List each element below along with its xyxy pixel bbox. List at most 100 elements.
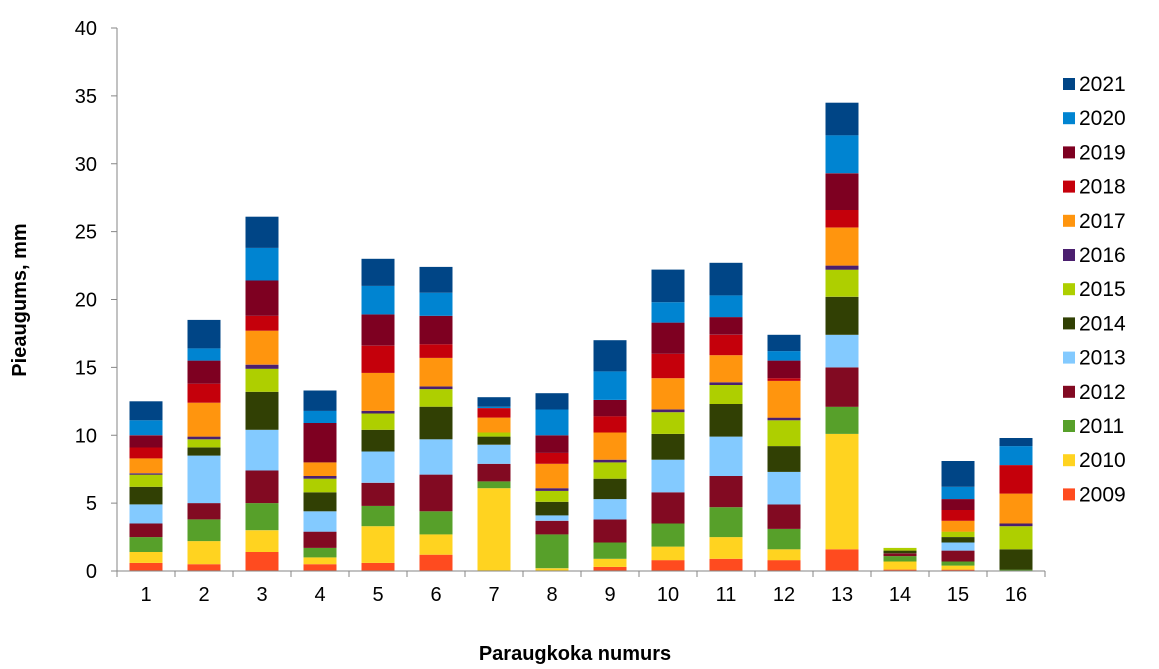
bar-segment-2020-13 bbox=[825, 135, 859, 174]
bar-segment-2012-13 bbox=[825, 367, 859, 407]
bar-segment-2021-5 bbox=[361, 258, 395, 286]
x-tick-label: 14 bbox=[889, 584, 911, 606]
bar-segment-2020-2 bbox=[187, 348, 221, 361]
legend-label: 2021 bbox=[1079, 73, 1126, 96]
bar-segment-2017-1 bbox=[129, 458, 163, 474]
bar-segment-2021-8 bbox=[535, 393, 569, 410]
bar-segment-2019-12 bbox=[767, 360, 801, 379]
bar-segment-2019-2 bbox=[187, 360, 221, 384]
bar-segment-2010-1 bbox=[129, 552, 163, 563]
x-tick-label: 2 bbox=[198, 584, 209, 606]
bar-segment-2017-16 bbox=[999, 493, 1033, 524]
bar-segment-2017-2 bbox=[187, 402, 221, 437]
bar-segment-2021-12 bbox=[767, 334, 801, 352]
bar-segment-2019-8 bbox=[535, 435, 569, 453]
bar-segment-2017-4 bbox=[303, 462, 337, 476]
legend-label: 2019 bbox=[1079, 141, 1126, 164]
bar-segment-2012-1 bbox=[129, 523, 163, 538]
bar-segment-2016-3 bbox=[245, 364, 279, 369]
legend-swatch-2009 bbox=[1063, 488, 1075, 501]
bar-segment-2010-15 bbox=[941, 565, 975, 570]
legend-label: 2010 bbox=[1079, 449, 1126, 472]
bar-segment-2019-10 bbox=[651, 322, 685, 354]
bar-segment-2020-12 bbox=[767, 351, 801, 361]
bar-segment-2018-13 bbox=[825, 209, 859, 228]
bar-segment-2020-4 bbox=[303, 410, 337, 423]
bar-segment-2010-3 bbox=[245, 530, 279, 552]
bar-segment-2015-6 bbox=[419, 389, 453, 407]
bar-segment-2011-9 bbox=[593, 542, 627, 559]
bar-segment-2012-3 bbox=[245, 470, 279, 504]
bar-segment-2018-11 bbox=[709, 334, 743, 356]
bar-segment-2012-7 bbox=[477, 463, 511, 482]
bar-segment-2011-1 bbox=[129, 537, 163, 552]
bar-segment-2013-13 bbox=[825, 334, 859, 368]
bar-segment-2017-5 bbox=[361, 372, 395, 411]
bar-segment-2016-10 bbox=[651, 409, 685, 413]
bar-segment-2014-12 bbox=[767, 446, 801, 472]
bar-segment-2018-8 bbox=[535, 452, 569, 464]
x-tick-label: 5 bbox=[372, 584, 383, 606]
bar-segment-2016-5 bbox=[361, 410, 395, 414]
bar-segment-2017-3 bbox=[245, 330, 279, 365]
bar-segment-2015-5 bbox=[361, 413, 395, 430]
legend-swatch-2017 bbox=[1063, 214, 1075, 227]
bar-segment-2021-2 bbox=[187, 319, 221, 349]
legend-swatch-2010 bbox=[1063, 454, 1075, 467]
bar-segment-2016-13 bbox=[825, 265, 859, 270]
bar-segment-2015-4 bbox=[303, 478, 337, 493]
bar-segment-2010-4 bbox=[303, 557, 337, 565]
legend-label: 2014 bbox=[1079, 312, 1126, 335]
bar-segment-2019-13 bbox=[825, 173, 859, 210]
bar-segment-2018-16 bbox=[999, 465, 1033, 494]
bar-segment-2013-5 bbox=[361, 451, 395, 483]
x-tick-label: 6 bbox=[430, 584, 441, 606]
bar-segment-2019-5 bbox=[361, 314, 395, 346]
bar-segment-2012-14 bbox=[883, 553, 917, 557]
bar-segment-2015-1 bbox=[129, 474, 163, 487]
legend-label: 2015 bbox=[1079, 278, 1126, 301]
bar-segment-2010-8 bbox=[535, 568, 569, 571]
x-tick-label: 4 bbox=[314, 584, 325, 606]
x-tick-label: 10 bbox=[657, 584, 679, 606]
bar-segment-2014-2 bbox=[187, 447, 221, 456]
legend-label: 2013 bbox=[1079, 347, 1126, 370]
bar-segment-2021-3 bbox=[245, 216, 279, 248]
bar-segment-2017-8 bbox=[535, 463, 569, 489]
bar-segment-2009-13 bbox=[825, 549, 859, 571]
bar-segment-2010-2 bbox=[187, 541, 221, 565]
x-tick-label: 15 bbox=[947, 584, 969, 606]
legend-label: 2017 bbox=[1079, 210, 1126, 233]
legend-swatch-2012 bbox=[1063, 385, 1075, 398]
bar-segment-2014-3 bbox=[245, 391, 279, 430]
y-tick-label: 35 bbox=[75, 86, 97, 108]
bar-segment-2014-8 bbox=[535, 501, 569, 516]
bar-segment-2011-14 bbox=[883, 556, 917, 562]
bar-segment-2015-16 bbox=[999, 526, 1033, 550]
bar-segment-2014-14 bbox=[883, 550, 917, 554]
bar-segment-2009-12 bbox=[767, 560, 801, 571]
bar-segment-2014-9 bbox=[593, 478, 627, 500]
bar-segment-2011-4 bbox=[303, 547, 337, 558]
bar-segment-2020-16 bbox=[999, 446, 1033, 466]
bar-segment-2012-6 bbox=[419, 474, 453, 512]
x-tick-label: 7 bbox=[488, 584, 499, 606]
bar-segment-2019-6 bbox=[419, 315, 453, 345]
bar-segment-2018-10 bbox=[651, 353, 685, 379]
bar-segment-2017-11 bbox=[709, 355, 743, 383]
x-tick-label: 8 bbox=[546, 584, 557, 606]
bar-segment-2016-12 bbox=[767, 417, 801, 421]
bar-segment-2017-10 bbox=[651, 378, 685, 410]
bar-segment-2016-1 bbox=[129, 473, 163, 475]
bar-segment-2019-9 bbox=[593, 400, 627, 417]
bar-segment-2009-9 bbox=[593, 566, 627, 571]
bar-segment-2011-10 bbox=[651, 523, 685, 547]
x-axis-title: Paraugkoka numurs bbox=[479, 643, 671, 665]
y-tick-label: 30 bbox=[75, 154, 97, 176]
x-tick-label: 16 bbox=[1005, 584, 1027, 606]
bar-segment-2010-14 bbox=[883, 561, 917, 570]
y-tick-label: 5 bbox=[86, 493, 97, 515]
bar-segment-2014-11 bbox=[709, 404, 743, 437]
bar-segment-2021-16 bbox=[999, 438, 1033, 447]
legend-swatch-2021 bbox=[1063, 78, 1075, 90]
